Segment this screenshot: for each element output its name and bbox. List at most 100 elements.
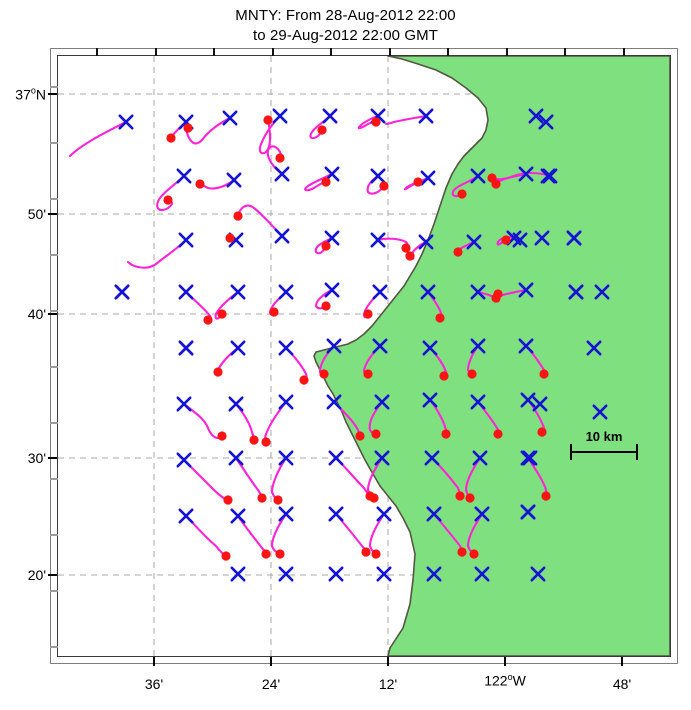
start-marker-x [370, 168, 386, 184]
end-marker-dot [493, 429, 503, 439]
x-axis-tick-4 [621, 657, 623, 666]
trajectory-path [234, 456, 264, 500]
start-marker-x [328, 566, 344, 582]
land-layer [313, 56, 670, 656]
start-marker-x [326, 338, 342, 354]
trajectory-path [490, 171, 552, 181]
y-axis-tick-1 [48, 213, 57, 215]
x-axis-tick-label-2: 12' [378, 676, 398, 692]
map-plot-area[interactable] [58, 56, 670, 656]
start-marker-x [586, 340, 602, 356]
end-marker-dot [401, 243, 411, 253]
start-marker-x [176, 168, 192, 184]
start-marker-x [374, 394, 390, 410]
start-marker-x [566, 230, 582, 246]
end-marker-dot [537, 427, 547, 437]
end-marker-dot [363, 309, 373, 319]
trajectory-path [304, 172, 334, 192]
start-marker-x [374, 450, 390, 466]
start-marker-x [522, 450, 538, 466]
y-axis-tick-label-4: 20' [27, 567, 46, 583]
start-marker-x [422, 340, 438, 356]
scale-bar-label: 10 km [585, 429, 623, 444]
start-marker-x [278, 394, 294, 410]
trajectory-path [384, 114, 428, 126]
end-marker-dot [299, 375, 309, 385]
start-marker-x [530, 566, 546, 582]
start-marker-x [328, 506, 344, 522]
start-marker-x [472, 450, 488, 466]
start-marker-x [592, 404, 608, 420]
start-marker-x [372, 284, 388, 300]
end-marker-dot [539, 369, 549, 379]
end-marker-dot [361, 547, 371, 557]
start-marker-x [278, 450, 294, 466]
start-marker-x [528, 108, 544, 124]
start-marker-x [178, 508, 194, 524]
start-marker-x [542, 168, 558, 184]
y-axis-tick-2 [48, 313, 57, 315]
y-axis-tick-label-2: 40' [27, 306, 46, 322]
start-marker-x [322, 108, 338, 124]
end-marker-dot [369, 493, 379, 503]
end-marker-dot [319, 369, 329, 379]
start-marker-x [470, 168, 486, 184]
start-marker-x [376, 506, 392, 522]
trajectory-path [236, 204, 284, 238]
x-axis-tick-label-4: 48' [612, 676, 632, 692]
start-marker-x [538, 114, 554, 130]
start-marker-x [422, 392, 438, 408]
start-marker-x [534, 230, 550, 246]
end-marker-dot [221, 551, 231, 561]
start-marker-x [466, 234, 482, 250]
trajectory-path [264, 400, 288, 444]
start-marker-x [376, 566, 392, 582]
start-marker-x [518, 282, 534, 298]
start-marker-x [420, 170, 436, 186]
end-marker-layer [163, 115, 551, 561]
y-axis-tick-label-1: 50' [27, 206, 46, 222]
end-marker-dot [455, 491, 465, 501]
end-marker-dot [355, 431, 365, 441]
start-marker-x [118, 114, 134, 130]
end-marker-dot [183, 123, 193, 133]
x-axis-tick-label-3: 122oW [484, 672, 526, 689]
chart-title: MNTY: From 28-Aug-2012 22:00 to 29-Aug-2… [0, 6, 691, 46]
trajectory-path [234, 402, 256, 442]
x-axis-tick-1 [270, 657, 272, 666]
scale-bar-cap-left [570, 444, 572, 460]
end-marker-dot [321, 177, 331, 187]
end-marker-dot [457, 547, 467, 557]
start-marker-x [230, 284, 246, 300]
end-marker-dot [261, 549, 271, 559]
start-marker-x [324, 282, 340, 298]
start-marker-x [568, 284, 584, 300]
end-marker-dot [195, 179, 205, 189]
end-marker-dot [257, 493, 267, 503]
start-marker-x [474, 566, 490, 582]
start-marker-x [326, 394, 342, 410]
end-marker-dot [363, 369, 373, 379]
start-marker-x [426, 566, 442, 582]
start-marker-x [520, 392, 536, 408]
end-marker-dot [487, 173, 497, 183]
start-marker-x [470, 284, 486, 300]
start-marker-x [176, 396, 192, 412]
start-marker-x [418, 234, 434, 250]
end-marker-dot [493, 289, 503, 299]
start-marker-x [370, 232, 386, 248]
end-marker-dot [263, 115, 273, 125]
end-marker-dot [465, 493, 475, 503]
map-svg [58, 56, 670, 656]
start-marker-x [226, 172, 242, 188]
end-marker-dot [371, 117, 381, 127]
scale-bar: 10 km [570, 429, 638, 460]
end-marker-dot [213, 367, 223, 377]
start-marker-x [420, 284, 436, 300]
end-marker-dot [321, 241, 331, 251]
end-marker-dot [413, 177, 423, 187]
end-marker-dot [233, 211, 243, 221]
end-marker-dot [371, 429, 381, 439]
y-axis-tick-0 [48, 93, 57, 95]
end-marker-dot [275, 549, 285, 559]
